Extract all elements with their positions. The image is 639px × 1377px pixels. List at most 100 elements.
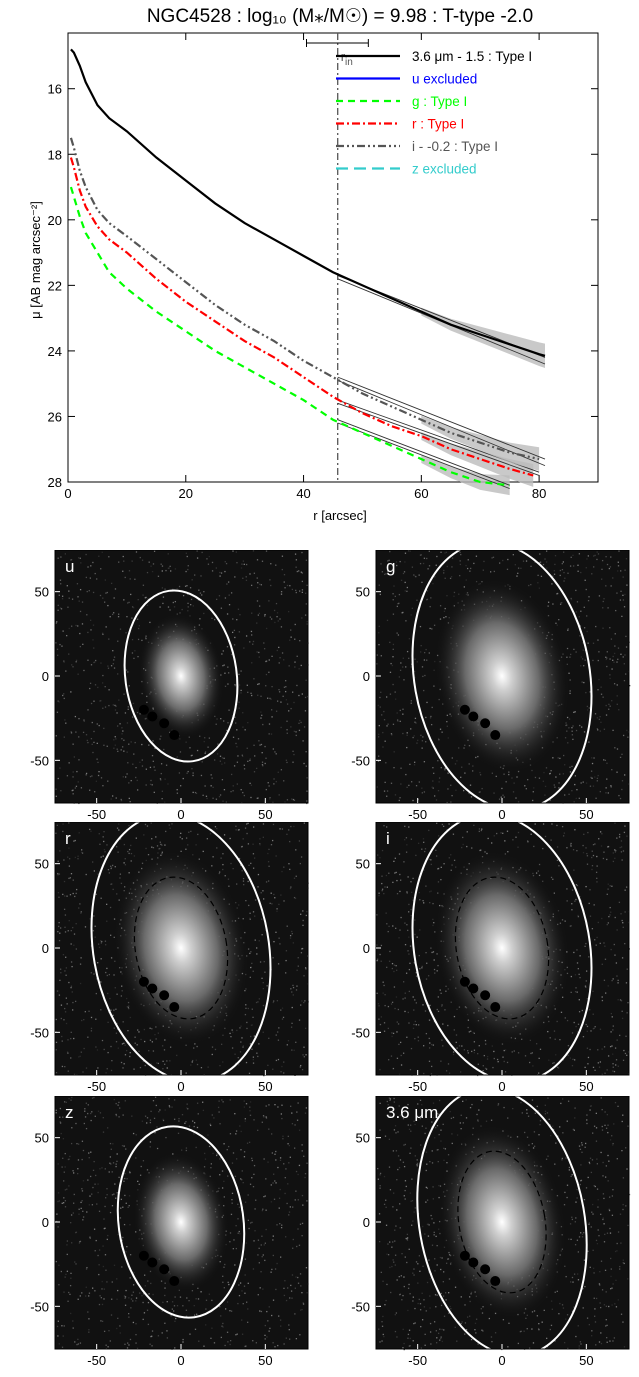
panel-y-tick-label: -50: [351, 1299, 370, 1314]
fit-line: [337, 419, 510, 486]
legend-label: u excluded: [412, 72, 477, 87]
masked-source: [159, 1264, 170, 1275]
masked-source: [468, 711, 479, 722]
inner-ellipse: [454, 876, 550, 1020]
panel-x-tick-label: 50: [579, 1353, 593, 1368]
plot-frame: [67, 32, 599, 483]
outer-ellipse: [90, 822, 272, 1083]
panel-x-tick-label: 50: [258, 1079, 272, 1094]
panel-y-tick-label: 0: [363, 669, 370, 684]
x-axis-label: r [arcsec]: [313, 508, 366, 523]
masked-source: [159, 718, 170, 729]
x-tick-label: 20: [179, 486, 193, 501]
masked-source: [490, 1276, 501, 1287]
masked-source: [459, 1250, 470, 1261]
y-tick-label: 26: [48, 409, 62, 424]
panel-label: u: [65, 557, 74, 576]
legend-label: r : Type I: [412, 117, 464, 132]
panel-x-tick-label: 50: [258, 1353, 272, 1368]
fit-line: [337, 402, 540, 476]
masked-source: [468, 983, 479, 994]
chart-title: NGC4528 : log₁₀ (M⁎/M☉) = 9.98 : T-type …: [147, 6, 533, 27]
outer-ellipse: [411, 550, 593, 811]
y-tick-label: 16: [48, 82, 62, 97]
masked-source: [159, 990, 170, 1001]
outer-ellipse: [416, 1096, 588, 1357]
panel-y-tick-label: 0: [363, 941, 370, 956]
y-tick-label: 22: [48, 278, 62, 293]
masked-source: [138, 976, 149, 987]
panel-x-tick-label: -50: [408, 1079, 427, 1094]
panel-y-tick-label: 0: [363, 1215, 370, 1230]
panel-y-tick-label: 0: [42, 941, 49, 956]
image-panel-z: z -50 0 50 50 0 -50: [30, 1096, 309, 1368]
panel-y-tick-label: 50: [356, 1131, 370, 1146]
panel-x-tick-label: -50: [408, 1353, 427, 1368]
masked-source: [169, 1276, 180, 1287]
galaxy-light: [435, 851, 569, 1045]
masked-source: [490, 1002, 501, 1013]
galaxy-light: [438, 1125, 566, 1319]
masked-source: [490, 730, 501, 741]
masked-source: [459, 976, 470, 987]
image-panel-r: r -50 0 50 50 0 -50: [30, 822, 309, 1094]
masked-source: [147, 983, 158, 994]
masked-source: [480, 718, 491, 729]
panel-y-tick-label: 50: [35, 1131, 49, 1146]
panel-x-tick-label: 50: [579, 1079, 593, 1094]
error-band: [421, 432, 534, 487]
image-panels-grid: u -50 0 50 50 0 -50 g -50 0 50 50 0 -50 r -50 0 50 50 0 -50 i…: [0, 540, 639, 1377]
masked-source: [480, 990, 491, 1001]
panel-label: i: [386, 829, 390, 848]
panel-y-tick-label: 0: [42, 669, 49, 684]
panel-x-tick-label: 50: [579, 807, 593, 822]
panel-label: r: [65, 829, 71, 848]
panel-label: g: [386, 557, 395, 576]
masked-source: [459, 704, 470, 715]
outer-ellipse: [411, 822, 593, 1083]
panel-x-tick-label: -50: [87, 1079, 106, 1094]
r-in-label: rin: [341, 49, 353, 68]
masked-source: [147, 1257, 158, 1268]
panel-x-tick-label: 0: [177, 1079, 184, 1094]
x-tick-label: 60: [414, 486, 428, 501]
masked-source: [138, 704, 149, 715]
x-tick-label: 80: [532, 486, 546, 501]
masked-source: [480, 1264, 491, 1275]
series-line: [69, 157, 534, 477]
image-panel-g: g -50 0 50 50 0 -50: [351, 550, 631, 822]
panel-x-tick-label: 0: [498, 807, 505, 822]
panel-x-tick-label: -50: [87, 807, 106, 822]
outer-ellipse: [123, 589, 239, 763]
galaxy-light: [138, 614, 224, 738]
panel-x-tick-label: 0: [498, 1353, 505, 1368]
panel-x-tick-label: 0: [177, 1353, 184, 1368]
error-band: [421, 307, 545, 369]
panel-y-tick-label: 0: [42, 1215, 49, 1230]
plot-area: 0 20 40 60 80 16 18 20 22 24 26 28 rin 3.6 μm - 1.5 :…: [48, 32, 599, 501]
masked-source: [169, 1002, 180, 1013]
surface-brightness-profile-chart: NGC4528 : log₁₀ (M⁎/M☉) = 9.98 : T-type …: [28, 6, 599, 523]
legend-label: i - -0.2 : Type I: [412, 139, 498, 154]
masked-source: [138, 1250, 149, 1261]
panel-x-tick-label: 0: [498, 1079, 505, 1094]
y-tick-label: 28: [48, 475, 62, 490]
x-tick-label: 40: [296, 486, 310, 501]
inner-ellipse: [457, 1150, 547, 1294]
image-panel-u: u -50 0 50 50 0 -50: [30, 550, 309, 822]
panel-label: z: [65, 1103, 74, 1122]
fit-line: [337, 379, 546, 467]
series-line: [69, 137, 540, 461]
y-axis-label: μ [AB mag arcsec⁻²]: [28, 201, 43, 319]
panel-x-tick-label: -50: [408, 807, 427, 822]
galaxy-light: [133, 1153, 229, 1291]
panel-y-tick-label: -50: [30, 1299, 49, 1314]
panel-y-tick-label: 50: [35, 585, 49, 600]
y-tick-label: 20: [48, 213, 62, 228]
panel-y-tick-label: -50: [351, 1025, 370, 1040]
x-tick-label: 0: [64, 486, 71, 501]
galaxy-light: [114, 851, 248, 1045]
image-panel-i: i -50 0 50 50 0 -50: [351, 822, 630, 1094]
galaxy-light: [435, 579, 569, 773]
panel-y-tick-label: 50: [35, 857, 49, 872]
